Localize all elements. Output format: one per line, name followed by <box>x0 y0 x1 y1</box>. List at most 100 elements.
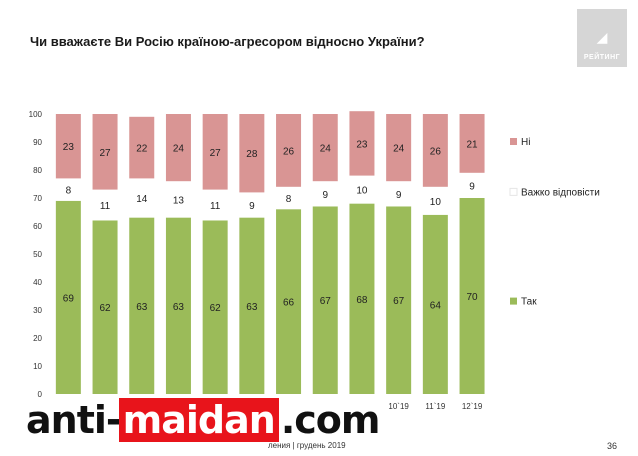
data-label: 26 <box>283 146 295 157</box>
watermark-part-2: maidan <box>118 398 279 442</box>
bar-segment <box>202 114 228 190</box>
data-label: 70 <box>466 292 478 303</box>
data-label: 10 <box>430 197 442 208</box>
legend-label: Важко відповісти <box>521 187 600 198</box>
data-label: 9 <box>249 201 255 212</box>
bar-segment <box>239 114 265 193</box>
data-label: 27 <box>99 148 111 159</box>
bar-segment <box>386 181 412 207</box>
bar-segment <box>276 114 302 187</box>
bar-segment <box>129 178 155 218</box>
legend-label: Так <box>521 297 537 308</box>
data-label: 8 <box>66 186 72 197</box>
data-label: 24 <box>173 144 185 155</box>
data-label: 23 <box>63 142 75 153</box>
data-label: 28 <box>246 149 258 160</box>
legend-swatch <box>510 297 517 305</box>
bar-segment <box>422 114 448 187</box>
y-tick-label: 40 <box>33 278 42 287</box>
logo-text: РЕЙТИНГ <box>583 54 621 61</box>
y-tick-label: 30 <box>33 306 42 315</box>
bar-segment <box>55 178 81 201</box>
watermark-part-1: anti- <box>24 398 123 442</box>
data-label: 63 <box>136 302 148 313</box>
data-label: 11 <box>100 201 111 212</box>
data-label: 63 <box>246 302 258 313</box>
page-number: 36 <box>607 441 618 451</box>
rating-logo: ◢ РЕЙТИНГ <box>577 9 627 67</box>
y-tick-label: 70 <box>33 194 42 203</box>
y-axis: 0 10 20 30 40 50 60 70 80 90 100 <box>29 110 43 399</box>
data-label: 66 <box>283 298 295 309</box>
bar-segment <box>239 192 265 218</box>
data-label: 24 <box>393 144 405 155</box>
bar-segment <box>349 175 375 204</box>
data-label: 67 <box>320 296 332 307</box>
bar-segment <box>349 203 375 394</box>
data-label: 11 <box>210 201 221 212</box>
data-label: 22 <box>136 144 148 155</box>
bar-segment <box>312 206 338 394</box>
bar-segment <box>459 114 485 173</box>
bar-segment <box>349 111 375 176</box>
data-label: 14 <box>136 194 148 205</box>
data-label: 10 <box>356 186 368 197</box>
y-tick-label: 90 <box>33 138 42 147</box>
x-tick-label: 10`19 <box>388 402 409 411</box>
data-label: 62 <box>99 303 111 314</box>
footer-text: ления | грудень 2019 <box>268 441 346 450</box>
data-label: 23 <box>356 139 368 150</box>
data-label: 27 <box>210 148 222 159</box>
data-label: 69 <box>63 293 75 304</box>
y-tick-label: 20 <box>33 334 42 343</box>
data-label: 9 <box>322 190 328 201</box>
data-label: 63 <box>173 302 185 313</box>
logo-mark-icon: ◢ <box>596 29 608 45</box>
watermark-part-3: .com <box>278 398 382 442</box>
data-label: 26 <box>430 146 442 157</box>
y-tick-label: 10 <box>33 362 42 371</box>
bar-segment <box>129 116 155 179</box>
bar-segment <box>165 217 191 394</box>
bar-segment <box>386 206 412 394</box>
bar-segment <box>276 209 302 394</box>
bar-segment <box>459 172 485 198</box>
legend-swatch <box>509 187 518 196</box>
bar-segment <box>92 189 118 221</box>
bar-segment <box>276 186 302 210</box>
chart-title: Чи вважаєте Ви Росію країною-агресором в… <box>30 34 425 49</box>
bar-segment <box>92 114 118 190</box>
legend-label: Ні <box>521 137 530 148</box>
data-label: 64 <box>430 300 442 311</box>
x-tick-label: 11`19 <box>425 402 445 411</box>
bar-segment <box>312 114 338 182</box>
bar-segment <box>202 220 228 394</box>
data-label: 9 <box>396 190 402 201</box>
bar-segment <box>422 186 448 215</box>
bar-segment <box>459 198 485 394</box>
bar-segment <box>55 114 81 179</box>
y-tick-label: 100 <box>29 110 43 119</box>
x-tick-label: 12`19 <box>462 402 483 411</box>
bar-segment <box>386 114 412 182</box>
y-tick-label: 50 <box>33 250 42 259</box>
bar-segment <box>239 217 265 394</box>
bars: 69 8 23 62 11 27 63 14 22 63 13 24 62 11 27 63 9 28 66 8 26 6… <box>55 111 485 394</box>
y-tick-label: 0 <box>38 390 43 399</box>
bar-segment <box>202 189 228 221</box>
bar-segment <box>55 200 81 394</box>
bar-segment <box>129 217 155 394</box>
watermark-logo: anti- maidan .com <box>24 396 382 444</box>
y-tick-label: 80 <box>33 166 42 175</box>
legend-swatch <box>510 138 517 145</box>
data-label: 21 <box>466 139 478 150</box>
bar-segment <box>92 220 118 394</box>
y-tick-label: 60 <box>33 222 42 231</box>
data-label: 13 <box>173 195 185 206</box>
data-label: 9 <box>469 181 475 192</box>
data-label: 67 <box>393 296 405 307</box>
bar-segment <box>165 114 191 182</box>
data-label: 8 <box>286 194 292 205</box>
legend: Так Важко відповісти Ні <box>509 137 600 308</box>
